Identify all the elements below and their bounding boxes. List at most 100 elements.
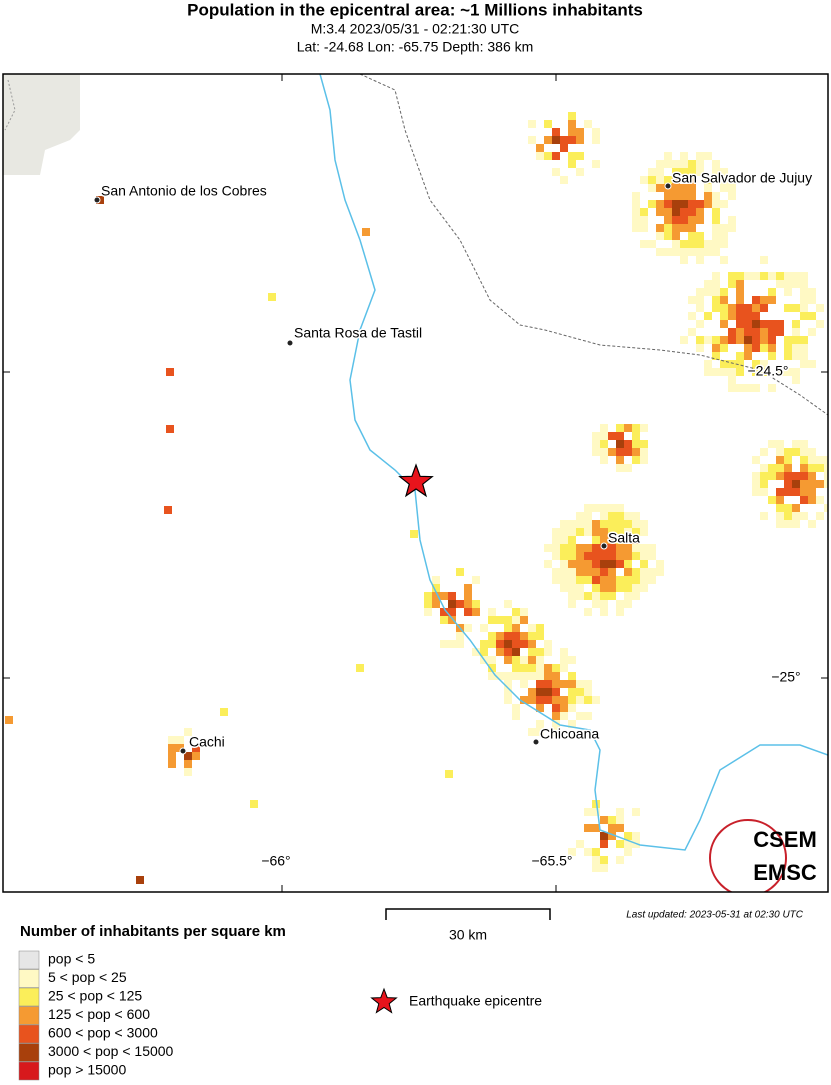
population-cell [560, 536, 568, 544]
population-cell [536, 688, 544, 696]
population-cell [552, 544, 560, 552]
population-cell [584, 552, 592, 560]
population-cell [464, 600, 472, 608]
population-cell [672, 192, 680, 200]
population-cell [552, 704, 560, 712]
cities: San Antonio de los Cobres San Salvador de… [93, 168, 814, 755]
population-cell [600, 832, 608, 840]
population-cell [720, 168, 728, 176]
population-cell [800, 480, 808, 488]
population-cell [640, 424, 648, 432]
population-cell [808, 464, 816, 472]
population-cell [600, 584, 608, 592]
population-cell [712, 280, 720, 288]
population-cell [688, 232, 696, 240]
population-cell [632, 528, 640, 536]
population-cell [672, 160, 680, 168]
population-cell [696, 296, 704, 304]
population-cell [600, 536, 608, 544]
population-cell [584, 808, 592, 816]
population-cell [600, 608, 608, 616]
population-cell [760, 512, 768, 520]
population-cell [720, 200, 728, 208]
population-cell [712, 216, 720, 224]
population-cell [496, 672, 504, 680]
population-cell [528, 688, 536, 696]
population-cell [672, 176, 680, 184]
logo-text: EMSC [753, 860, 817, 885]
population-cell [760, 344, 768, 352]
population-cell [640, 176, 648, 184]
population-cell [808, 312, 816, 320]
population-cell [424, 600, 432, 608]
population-cell [576, 680, 584, 688]
population-cell [688, 216, 696, 224]
population-cell [584, 512, 592, 520]
population-cell [552, 568, 560, 576]
population-cell [576, 688, 584, 696]
population-cell [712, 232, 720, 240]
population-cell [528, 656, 536, 664]
population-cell [616, 504, 624, 512]
population-cell [568, 536, 576, 544]
population-cell [752, 312, 760, 320]
population-cell [752, 384, 760, 392]
population-cell [164, 506, 172, 514]
population-cell [760, 464, 768, 472]
population-cell [456, 632, 464, 640]
legend-swatch [18, 1061, 40, 1081]
population-cell [736, 280, 744, 288]
population-cell [712, 344, 720, 352]
population-cell [600, 528, 608, 536]
population-cell [808, 328, 816, 336]
population-cell [680, 184, 688, 192]
population-cell [536, 624, 544, 632]
population-cell [784, 520, 792, 528]
population-cell [688, 296, 696, 304]
population-cell [592, 808, 600, 816]
population-cell [656, 208, 664, 216]
population-cell [608, 528, 616, 536]
axis-label: −25° [771, 669, 800, 685]
population-cell [464, 608, 472, 616]
population-cell [752, 272, 760, 280]
city-label: San Salvador de Jujuy [672, 170, 812, 186]
axis-label: −24.5° [747, 363, 788, 379]
population-cell [448, 592, 456, 600]
border [4, 79, 16, 131]
population-cell [752, 296, 760, 304]
population-cell [544, 688, 552, 696]
population-cell [600, 456, 608, 464]
population-cell [512, 704, 520, 712]
population-cell [576, 560, 584, 568]
population-cell [584, 120, 592, 128]
population-cell [808, 472, 816, 480]
population-cell [664, 160, 672, 168]
population-cell [176, 744, 184, 752]
population-cell [600, 552, 608, 560]
population-cell [568, 520, 576, 528]
population-cell [544, 680, 552, 688]
population-cell [640, 568, 648, 576]
population-cell [768, 296, 776, 304]
population-cell [784, 504, 792, 512]
population-cell [800, 512, 808, 520]
population-cell [712, 272, 720, 280]
population-cell [752, 368, 760, 376]
population-cell [616, 600, 624, 608]
population-cell [800, 440, 808, 448]
population-cell [544, 152, 552, 160]
population-cell [784, 512, 792, 520]
population-cell [488, 640, 496, 648]
population-cell [656, 160, 664, 168]
population-cell [776, 368, 784, 376]
population-cell [792, 336, 800, 344]
population-cell [536, 680, 544, 688]
population-cell [624, 424, 632, 432]
population-cell [704, 360, 712, 368]
legend-swatch [18, 1024, 40, 1044]
population-cell [584, 608, 592, 616]
population-cell [696, 248, 704, 256]
population-cell [568, 128, 576, 136]
population-cell [768, 496, 776, 504]
